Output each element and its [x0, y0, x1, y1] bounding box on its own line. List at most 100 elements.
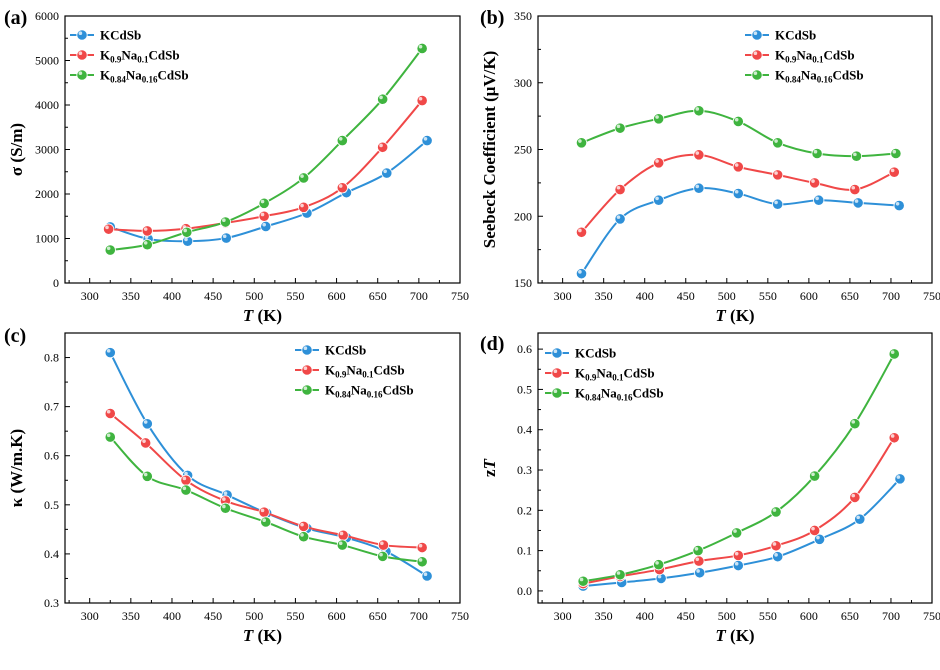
data-point-series-3 [104, 244, 116, 256]
x-tick-label: 350 [595, 289, 613, 303]
data-point-series-2-highlight [616, 185, 621, 190]
data-point-series-3-highlight [262, 518, 266, 522]
legend-marker-highlight [753, 31, 758, 35]
data-point-series-3 [298, 531, 310, 543]
x-tick-label: 550 [286, 289, 304, 303]
data-point-series-1-highlight [143, 420, 148, 424]
legend-label: K0.84Na0.16CdSb [575, 386, 664, 403]
legend-marker [551, 367, 563, 379]
data-point-series-1 [653, 194, 665, 206]
data-point-series-3-highlight [579, 577, 584, 582]
data-point-series-3-highlight [694, 547, 699, 551]
panel-a: 300 350 400 450 500 550 600 650 700 750 0 1000 2000 3… [4, 7, 469, 325]
legend-marker [751, 69, 763, 81]
data-point-series-3-highlight [338, 137, 343, 141]
x-tick-label: 750 [923, 609, 940, 623]
y-tick-label: 0.3 [517, 463, 532, 477]
x-tick-label: 550 [759, 289, 777, 303]
data-point-series-2-highlight [772, 542, 777, 546]
x-tick-label: 450 [677, 289, 695, 303]
data-point-series-2 [772, 169, 784, 181]
series-line-1 [580, 187, 900, 275]
y-tick-label: 0.6 [517, 342, 532, 356]
data-point-series-1-highlight [734, 561, 739, 566]
data-point-series-3-highlight [774, 139, 778, 143]
data-point-series-1 [104, 347, 116, 359]
data-point-series-1 [893, 199, 905, 212]
data-point-series-3-highlight [183, 228, 187, 233]
y-tick-label: 3000 [35, 143, 59, 157]
data-point-series-2-highlight [811, 526, 815, 531]
data-point-series-2 [141, 225, 153, 237]
data-point-series-3-highlight [733, 529, 737, 533]
x-tick-label: 300 [554, 609, 572, 623]
data-point-series-3-highlight [772, 508, 777, 512]
data-point-series-3 [336, 539, 348, 551]
data-point-series-3 [258, 197, 270, 209]
data-point-series-1-highlight [222, 234, 227, 239]
x-tick-label: 700 [882, 609, 900, 623]
x-tick-label: 600 [800, 289, 818, 303]
data-point-series-2-highlight [890, 434, 895, 438]
legend-label: K0.9Na0.1CdSb [775, 48, 855, 65]
data-point-series-1-highlight [423, 572, 428, 576]
y-tick-label: 0.3 [44, 596, 59, 610]
legend: KCdSb K0.9Na0.1CdSb K0.84Na0.16CdSb [545, 346, 664, 403]
data-point-series-2-highlight [418, 96, 423, 101]
data-point-series-3 [809, 470, 821, 482]
data-point-series-3-highlight [182, 486, 187, 491]
data-point-series-2-highlight [300, 522, 304, 527]
y-axis-label: zT [480, 458, 499, 477]
legend-marker-highlight [303, 346, 308, 351]
data-point-series-1-highlight [774, 200, 778, 205]
x-tick-label: 700 [410, 609, 428, 623]
legend-marker [76, 49, 88, 61]
data-point-series-1 [575, 268, 588, 280]
data-point-series-3 [693, 105, 705, 117]
data-point-series-3-highlight [578, 139, 582, 143]
data-point-series-3 [653, 113, 665, 125]
data-point-series-2-highlight [811, 179, 815, 183]
data-point-series-2-highlight [695, 151, 700, 155]
data-point-series-3 [104, 431, 116, 443]
data-point-series-3 [141, 239, 153, 251]
data-point-series-3 [888, 348, 900, 360]
data-point-series-1 [854, 513, 866, 525]
x-axis-label: T (K) [243, 306, 282, 325]
legend-marker-highlight [553, 369, 558, 374]
y-tick-label: 0.6 [44, 449, 59, 463]
data-point-series-2 [336, 182, 348, 194]
data-point-series-1 [772, 198, 784, 210]
legend-marker-highlight [303, 366, 308, 371]
x-tick-label: 400 [163, 609, 181, 623]
legend-marker-highlight [78, 51, 83, 55]
y-tick-label: 0.4 [44, 547, 59, 561]
y-tick-label: 200 [514, 209, 532, 223]
data-point-series-2-highlight [143, 227, 148, 231]
data-point-series-3-highlight [655, 561, 659, 565]
legend-marker [751, 49, 763, 61]
x-tick-label: 500 [718, 609, 736, 623]
data-point-series-3-highlight [695, 107, 700, 111]
x-tick-label: 650 [841, 609, 859, 623]
data-point-series-3 [336, 135, 348, 147]
data-point-series-1-highlight [815, 196, 819, 201]
data-point-series-1 [381, 167, 393, 179]
x-axis-label: T (K) [715, 626, 754, 645]
legend-marker-highlight [553, 349, 558, 354]
data-point-series-1 [614, 213, 626, 225]
data-point-series-2 [416, 541, 428, 554]
data-point-series-3-highlight [222, 504, 226, 509]
legend-label: KCdSb [325, 343, 366, 358]
data-point-series-2-highlight [418, 543, 423, 548]
y-tick-label: 300 [514, 76, 532, 90]
legend: KCdSb K0.9Na0.1CdSb K0.84Na0.16CdSb [295, 343, 414, 400]
x-tick-label: 700 [882, 289, 900, 303]
data-point-series-3-highlight [338, 541, 343, 546]
data-point-series-2 [809, 177, 821, 189]
data-point-series-2 [614, 183, 626, 196]
data-point-series-3 [377, 93, 389, 105]
data-point-series-1-highlight [856, 515, 860, 520]
data-point-series-3 [141, 470, 153, 482]
legend-label: KCdSb [100, 28, 141, 43]
